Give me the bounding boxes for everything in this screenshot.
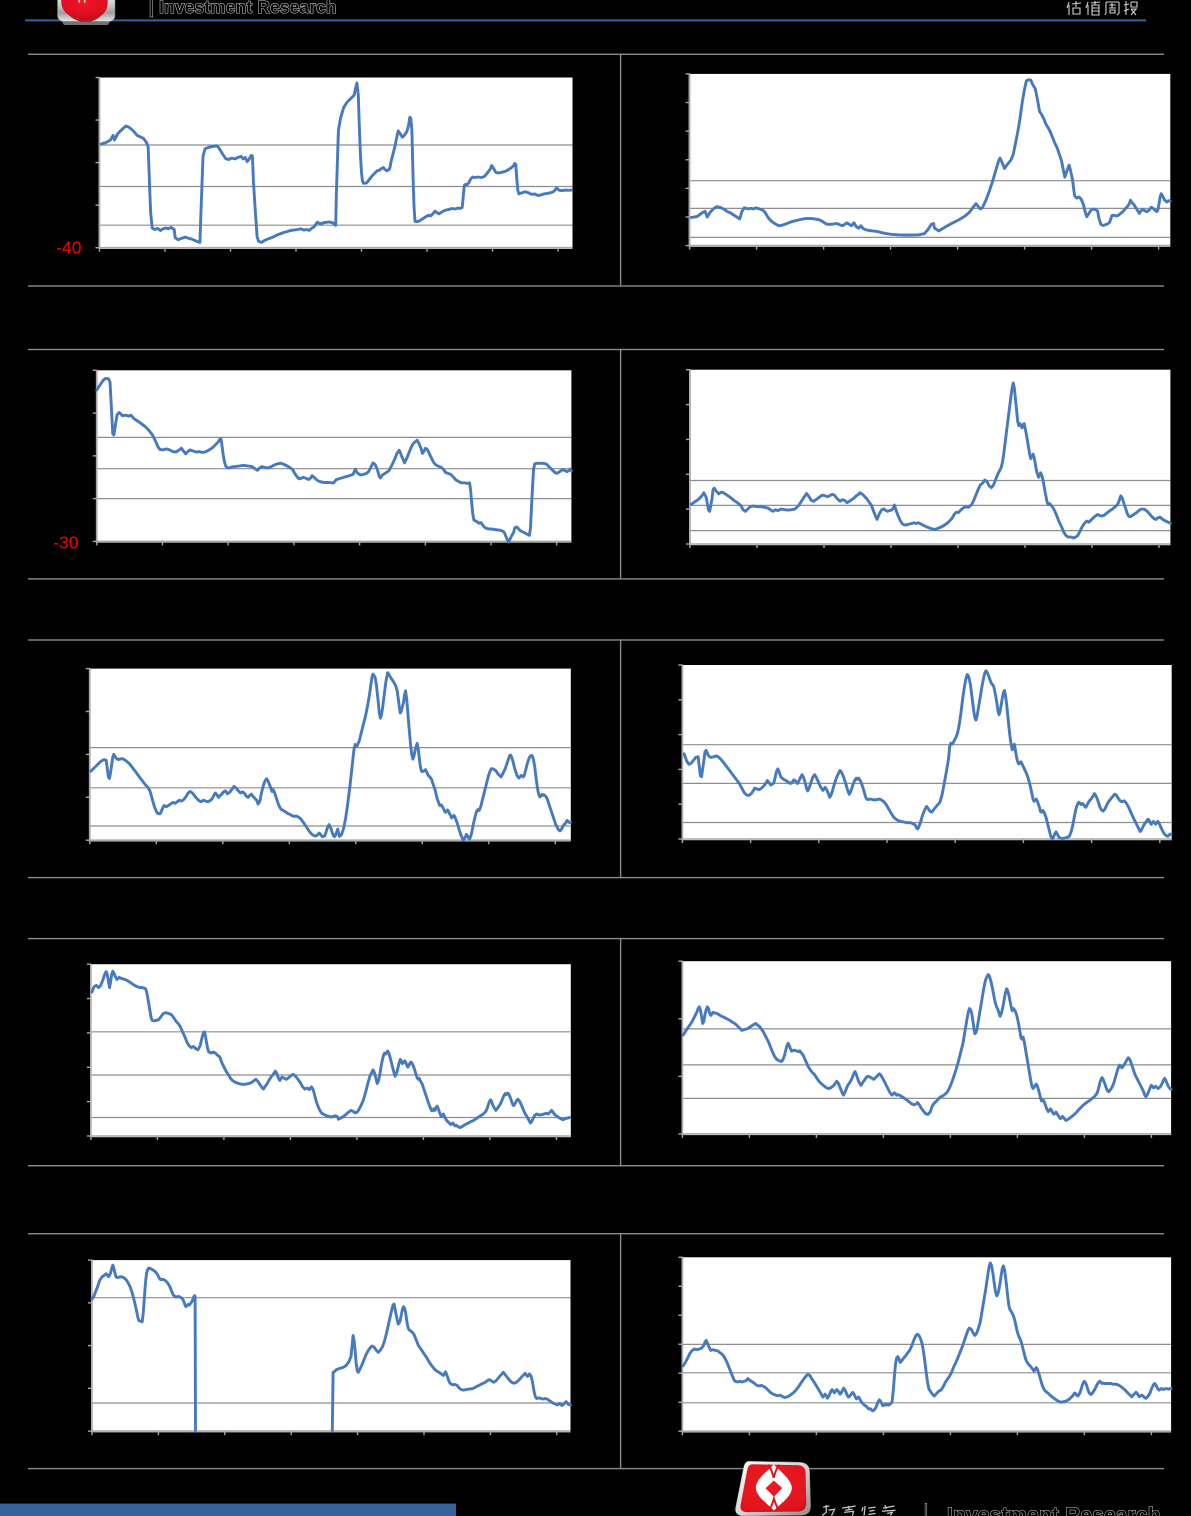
svg-text:|: | bbox=[924, 1502, 928, 1516]
svg-text:-40: -40 bbox=[56, 238, 82, 258]
svg-text:Investment Research: Investment Research bbox=[947, 1504, 1161, 1516]
svg-text:-30: -30 bbox=[53, 533, 79, 553]
svg-text:| Investment Research: | Investment Research bbox=[149, 0, 337, 17]
